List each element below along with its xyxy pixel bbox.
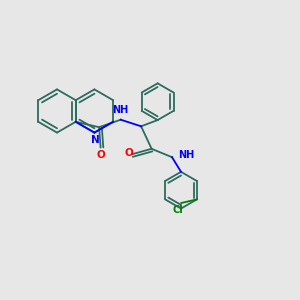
Text: NH: NH	[178, 150, 195, 160]
Text: O: O	[96, 150, 105, 160]
Text: O: O	[124, 148, 133, 158]
Text: N: N	[91, 135, 99, 145]
Text: NH: NH	[112, 105, 128, 115]
Text: Cl: Cl	[173, 205, 184, 215]
